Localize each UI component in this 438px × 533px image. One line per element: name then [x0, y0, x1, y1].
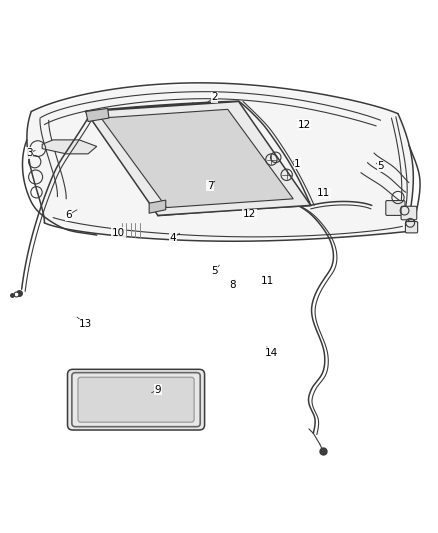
Text: 4: 4	[170, 233, 177, 243]
Text: 12: 12	[243, 209, 256, 219]
Text: 7: 7	[207, 181, 214, 191]
Text: 3: 3	[26, 148, 32, 158]
Text: 13: 13	[79, 319, 92, 329]
Text: 1: 1	[294, 159, 301, 169]
Text: 14: 14	[265, 348, 278, 358]
Text: 9: 9	[155, 385, 161, 394]
FancyBboxPatch shape	[78, 377, 194, 422]
Polygon shape	[86, 101, 311, 215]
Text: 11: 11	[317, 188, 330, 198]
Text: 8: 8	[229, 280, 235, 290]
Text: 5: 5	[211, 266, 218, 276]
Text: 10: 10	[112, 228, 125, 238]
Text: 6: 6	[65, 210, 72, 220]
Polygon shape	[101, 109, 293, 207]
Polygon shape	[27, 83, 413, 241]
FancyBboxPatch shape	[406, 222, 418, 233]
Text: 12: 12	[297, 119, 311, 130]
FancyBboxPatch shape	[386, 200, 405, 215]
FancyBboxPatch shape	[401, 206, 417, 220]
Polygon shape	[86, 108, 109, 122]
Text: 2: 2	[211, 92, 218, 102]
Polygon shape	[149, 200, 166, 213]
Text: 11: 11	[261, 276, 274, 286]
Polygon shape	[42, 140, 97, 154]
Text: 5: 5	[377, 161, 384, 171]
FancyBboxPatch shape	[67, 369, 205, 430]
